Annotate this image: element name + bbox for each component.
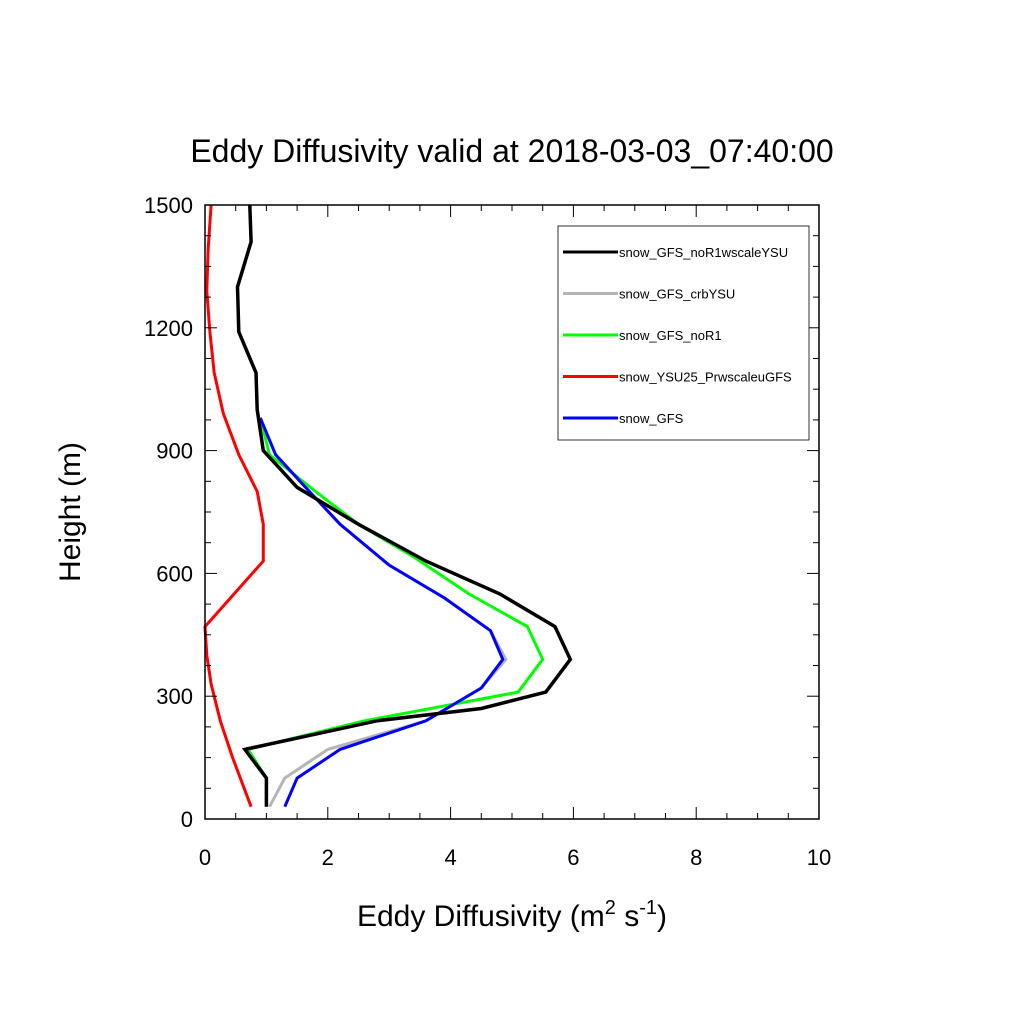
- x-axis-label-sup1: 2: [605, 897, 616, 919]
- x-axis-label-base: Eddy Diffusivity (m: [357, 900, 605, 933]
- y-tick-label: 900: [156, 439, 193, 464]
- y-tick-label: 1200: [144, 316, 193, 341]
- x-tick-label: 8: [690, 845, 702, 870]
- x-axis: 0 2 4 6 8 10: [199, 205, 831, 870]
- x-axis-label-mid: s: [616, 900, 639, 933]
- y-tick-label: 1500: [144, 193, 193, 218]
- series-line-snow_GFS_noR1: [245, 417, 545, 807]
- x-tick-label: 10: [807, 845, 831, 870]
- legend-label: snow_GFS_crbYSU: [619, 287, 735, 302]
- x-axis-label: Eddy Diffusivity (m2 s-1): [357, 897, 667, 933]
- series-line-snow_GFS: [258, 417, 505, 808]
- series-line-snow_GFS_noR1wscaleYSU: [235, 204, 573, 807]
- x-axis-label-end: ): [657, 900, 667, 933]
- x-tick-label: 0: [199, 845, 211, 870]
- legend-label: snow_GFS: [619, 411, 684, 426]
- y-tick-label: 300: [156, 684, 193, 709]
- legend-label: snow_GFS_noR1: [619, 328, 722, 343]
- chart-title: Eddy Diffusivity valid at 2018-03-03_07:…: [190, 133, 833, 169]
- legend-box: [557, 225, 810, 441]
- y-tick-label: 600: [156, 561, 193, 586]
- x-axis-label-sup2: -1: [639, 897, 657, 919]
- legend-label: snow_GFS_noR1wscaleYSU: [619, 245, 788, 260]
- y-axis: 0 300 600 900 1200 1500: [144, 193, 819, 832]
- y-axis-label: Height (m): [54, 442, 87, 582]
- plot-area: [203, 204, 573, 808]
- legend-label: snow_YSU25_PrwscaleuGFS: [619, 370, 792, 385]
- x-tick-label: 4: [444, 845, 456, 870]
- series-line-snow_YSU25_PrwscaleuGFS: [203, 204, 265, 808]
- y-tick-label: 0: [181, 807, 193, 832]
- x-tick-label: 6: [567, 845, 579, 870]
- x-tick-label: 2: [322, 845, 334, 870]
- legend: snow_GFS_noR1wscaleYSU snow_GFS_crbYSUsno…: [557, 225, 810, 441]
